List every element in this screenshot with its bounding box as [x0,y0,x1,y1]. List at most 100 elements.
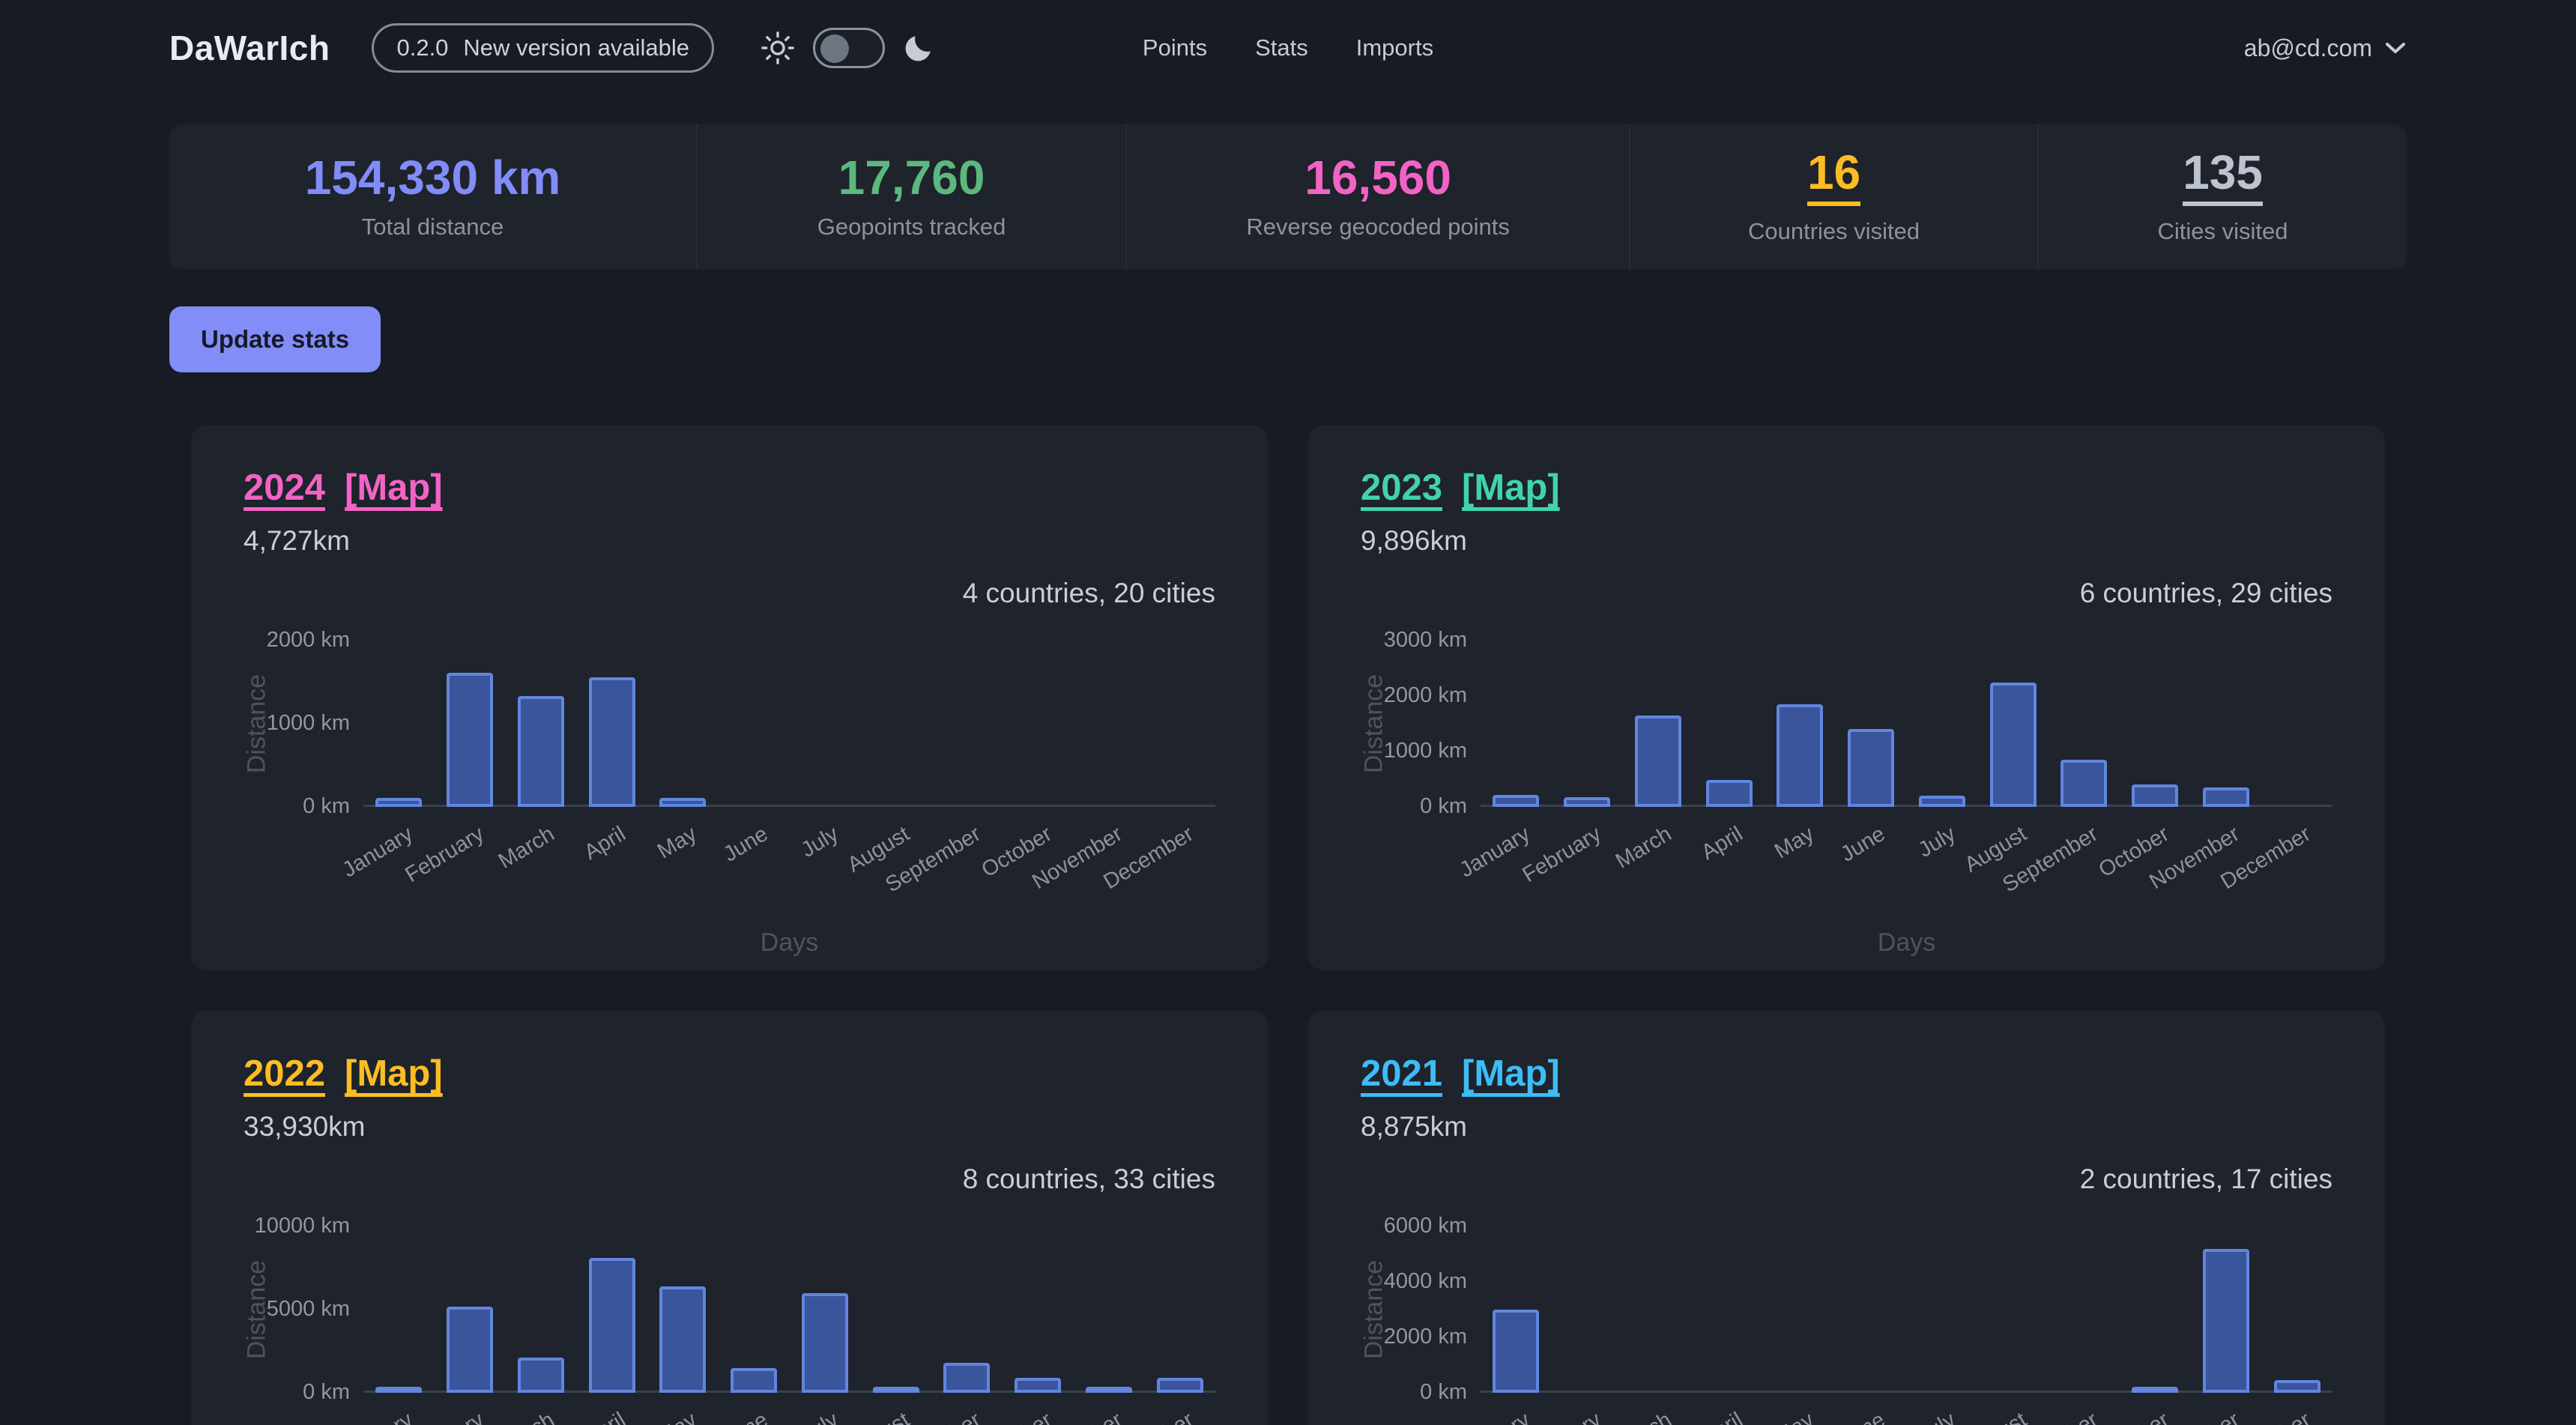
x-axis-label: June [719,822,773,867]
bar-february [447,673,494,807]
update-stats-button[interactable]: Update stats [169,306,381,372]
y-axis-tick-label: 3000 km [1383,628,1467,652]
y-axis-tick-label: 0 km [303,1380,350,1404]
y-axis-tick-label: 2000 km [266,628,350,652]
bar-august [1989,682,2037,807]
chart-plot-area [1481,641,2332,807]
user-email: ab@cd.com [2243,34,2372,61]
stat-geopoints: 17,760 Geopoints tracked [698,124,1128,269]
year-distance: 8,875km [1361,1111,1467,1142]
y-axis-tick-label: 2000 km [1383,683,1467,707]
reverse-geocoded-value: 16,560 [1304,150,1451,205]
map-link[interactable]: [Map] [345,468,443,508]
reverse-geocoded-label: Reverse geocoded points [1246,213,1510,240]
x-axis-label: May [653,1408,701,1425]
bar-july [1918,796,1965,807]
bar-may [659,798,707,807]
year-link[interactable]: 2024 [244,468,326,508]
nav-stats[interactable]: Stats [1255,34,1308,61]
version-number: 0.2.0 [396,34,449,61]
countries-visited-link[interactable]: 16 [1806,148,1861,206]
user-menu[interactable]: ab@cd.com [2244,34,2407,62]
bar-april [588,677,635,807]
geopoints-value: 17,760 [838,150,985,205]
bar-january [1493,794,1540,807]
bar-october [2132,784,2179,807]
x-axis-label: February [1518,1408,1605,1425]
x-axis-label: August [844,1408,914,1425]
y-axis-tick-label: 0 km [303,794,350,818]
bar-april [1705,779,1753,807]
stat-total-distance: 154,330 km Total distance [169,124,698,269]
year-distance: 33,930km [244,1111,366,1142]
x-axis-label: July [1914,822,1960,862]
x-axis-label: April [1697,822,1747,865]
total-distance-label: Total distance [361,213,504,240]
bar-may [1777,704,1824,807]
map-link[interactable]: [Map] [1462,468,1560,508]
x-axis-label: May [1771,1408,1818,1425]
bar-december [2273,1379,2320,1393]
year-cards-grid: 2024 [Map] 4,727km 4 countries, 20 citie… [169,425,2407,1425]
year-distance: 9,896km [1361,525,1467,556]
bar-september [943,1363,991,1393]
year-card-2022: 2022 [Map] 33,930km 8 countries, 33 citi… [191,1011,1268,1425]
y-axis-tick-label: 4000 km [1383,1269,1467,1293]
chart-plot-area [363,1226,1215,1393]
x-axis-label: March [495,822,559,874]
bar-june [1848,729,1895,807]
y-axis-tick-label: 5000 km [266,1297,350,1321]
toggle-knob [820,34,849,63]
geopoints-label: Geopoints tracked [817,213,1006,240]
chart-plot-area [1481,1226,2332,1393]
year-link[interactable]: 2022 [244,1053,326,1094]
bar-june [731,1367,778,1393]
bar-january [1493,1310,1540,1393]
app-header: DaWarIch 0.2.0 New version available Poi… [0,0,2576,96]
cities-visited-link[interactable]: 135 [2183,148,2263,206]
nav-points[interactable]: Points [1142,34,1208,61]
stats-summary: 154,330 km Total distance 17,760 Geopoin… [169,124,2407,269]
year-link[interactable]: 2023 [1361,468,1443,508]
y-axis-tick-label: 0 km [1420,794,1467,818]
map-link[interactable]: [Map] [1462,1053,1560,1094]
bar-march [517,696,564,807]
x-axis-label: July [797,822,843,862]
sun-icon [761,31,794,64]
year-distance: 4,727km [244,525,350,556]
total-distance-value: 154,330 km [304,150,561,205]
chart-plot-area [363,641,1215,807]
bar-february [1564,796,1611,807]
x-axis-label: March [1612,822,1676,874]
version-badge[interactable]: 0.2.0 New version available [372,23,714,73]
x-axis-label: March [1612,1408,1676,1425]
x-axis-label: June [1836,822,1890,867]
bar-october [1015,1378,1062,1393]
x-axis-label: August [1961,1408,2031,1425]
y-axis-tick-label: 2000 km [1383,1325,1467,1349]
y-axis-tick-label: 0 km [1420,1380,1467,1404]
bar-january [375,797,423,807]
x-axis-label: May [653,822,701,864]
year-summary: 2 countries, 17 cities [2079,1164,2332,1194]
x-axis-label: June [719,1408,773,1425]
countries-visited-label: Countries visited [1747,218,1920,244]
x-axis-label: April [580,822,630,865]
year-link[interactable]: 2021 [1361,1053,1443,1094]
map-link[interactable]: [Map] [345,1053,443,1094]
x-axis-label: February [401,822,489,888]
year-card-2023: 2023 [Map] 9,896km 6 countries, 29 citie… [1308,425,2385,970]
x-axis-title: Days [1877,928,1936,957]
nav-imports[interactable]: Imports [1355,34,1434,61]
cities-visited-label: Cities visited [2157,218,2288,244]
stat-cities-visited: 135 Cities visited [2039,124,2407,269]
app-logo[interactable]: DaWarIch [169,28,330,67]
bar-march [517,1358,564,1393]
theme-toggle-switch[interactable] [812,28,885,68]
bar-december [1156,1378,1203,1393]
x-axis-label: March [495,1408,559,1425]
year-summary: 6 countries, 29 cities [2079,578,2332,608]
x-axis-label: October [977,1408,1056,1425]
